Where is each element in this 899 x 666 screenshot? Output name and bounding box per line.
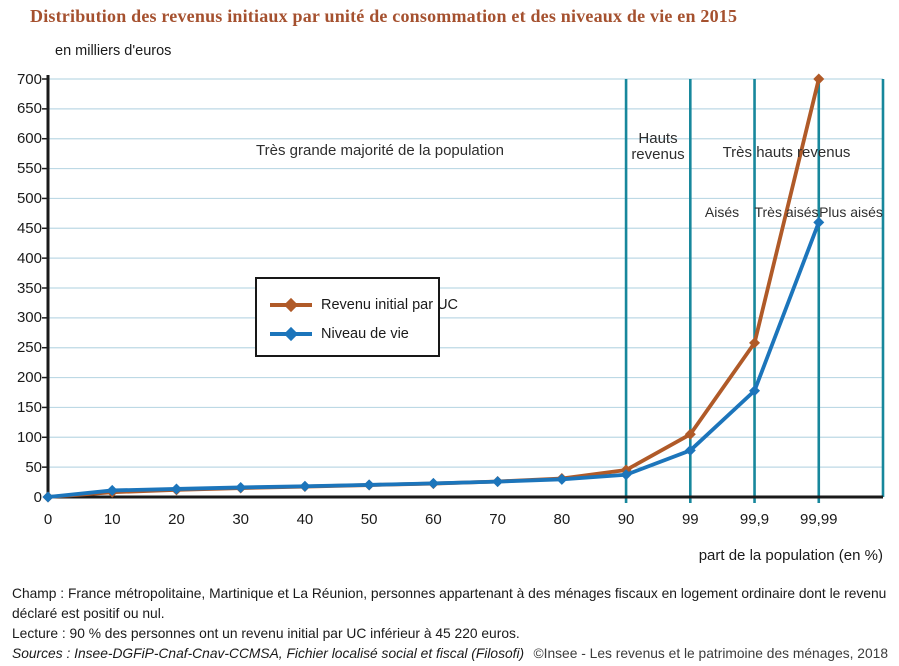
y-tick-label: 100 (16, 428, 42, 446)
series-line-niveau-de-vie (47, 221, 821, 499)
x-tick-label: 50 (360, 511, 378, 528)
x-tick-label: 40 (296, 511, 314, 528)
zone-label-tres-aises: Très aisés (754, 204, 819, 220)
chart-legend: Revenu initial par UC Niveau de vie (255, 277, 458, 357)
y-tick-label: 600 (16, 130, 42, 148)
legend-marker-revenu-initial-icon (270, 297, 312, 312)
x-tick-label: 10 (103, 511, 121, 528)
chart-canvas (42, 73, 885, 503)
footnote-sources: Sources : Insee-DGFiP-Cnaf-Cnav-CCMSA, F… (12, 646, 525, 661)
series-marker-niveau-de-vie (170, 483, 182, 495)
y-tick-label: 500 (16, 189, 42, 207)
chart-title: Distribution des revenus initiaux par un… (30, 6, 738, 26)
x-axis-title: part de la population (en %) (698, 547, 883, 564)
y-tick-label: 700 (16, 70, 42, 88)
series-marker-niveau-de-vie (684, 444, 696, 456)
series-marker-niveau-de-vie (749, 385, 761, 397)
y-axis-unit-label: en milliers d'euros (55, 43, 172, 59)
legend-marker-niveau-de-vie-icon (270, 326, 312, 341)
x-tick-label: 90 (617, 511, 635, 528)
y-tick-label: 650 (16, 100, 42, 118)
x-tick-label: 0 (43, 511, 53, 528)
legend-item-niveau-de-vie: Niveau de vie (270, 319, 438, 348)
zone-label-hauts-revenus: Hauts revenus (631, 130, 685, 163)
copyright-note: ©Insee - Les revenus et le patrimoine de… (533, 646, 888, 661)
y-tick-label: 200 (16, 369, 42, 387)
y-tick-label: 350 (16, 279, 42, 297)
series-marker-revenu-initial (684, 428, 696, 440)
x-tick-label: 70 (489, 511, 506, 528)
series-marker-revenu-initial (749, 337, 761, 349)
legend-label-niveau-de-vie: Niveau de vie (321, 325, 409, 342)
x-tick-label: 80 (553, 511, 571, 528)
y-tick-label: 250 (16, 339, 42, 357)
zone-label-aises: Aisés (704, 204, 740, 220)
y-tick-label: 0 (33, 488, 42, 506)
series-marker-niveau-de-vie (235, 481, 247, 493)
series-marker-niveau-de-vie (42, 491, 54, 503)
y-tick-label: 150 (16, 398, 42, 416)
zone-label-plus-aises: Plus aisés (819, 204, 883, 220)
series-marker-niveau-de-vie (106, 484, 118, 496)
y-tick-label: 300 (16, 309, 42, 327)
series-marker-niveau-de-vie (363, 479, 375, 491)
series-marker-niveau-de-vie (620, 469, 632, 481)
y-tick-label: 450 (16, 219, 42, 237)
series-marker-niveau-de-vie (299, 480, 311, 492)
zone-label-tres-hauts-revenus: Très hauts revenus (722, 144, 851, 161)
series-marker-niveau-de-vie (492, 476, 504, 488)
series-marker-niveau-de-vie (813, 216, 825, 228)
series-marker-niveau-de-vie (556, 473, 568, 485)
footnote-lecture: Lecture : 90 % des personnes ont un reve… (12, 626, 520, 641)
x-tick-label: 99,99 (799, 511, 838, 528)
y-tick-label: 400 (16, 249, 42, 267)
zone-label-majority: Très grande majorité de la population (256, 142, 504, 159)
x-tick-label: 30 (232, 511, 250, 528)
chart-footnotes: Champ : France métropolitaine, Martiniqu… (12, 584, 888, 666)
x-tick-label: 20 (168, 511, 185, 528)
x-tick-label: 99 (681, 511, 699, 528)
y-tick-label: 550 (16, 160, 42, 178)
footnote-champ: Champ : France métropolitaine, Martiniqu… (12, 586, 887, 621)
x-tick-label: 99,9 (739, 511, 770, 528)
x-tick-label: 60 (425, 511, 442, 528)
series-marker-niveau-de-vie (427, 477, 439, 489)
legend-item-revenu-initial: Revenu initial par UC (270, 290, 458, 319)
legend-label-revenu-initial: Revenu initial par UC (321, 296, 459, 313)
y-tick-label: 50 (25, 458, 42, 476)
series-marker-revenu-initial (813, 73, 825, 85)
